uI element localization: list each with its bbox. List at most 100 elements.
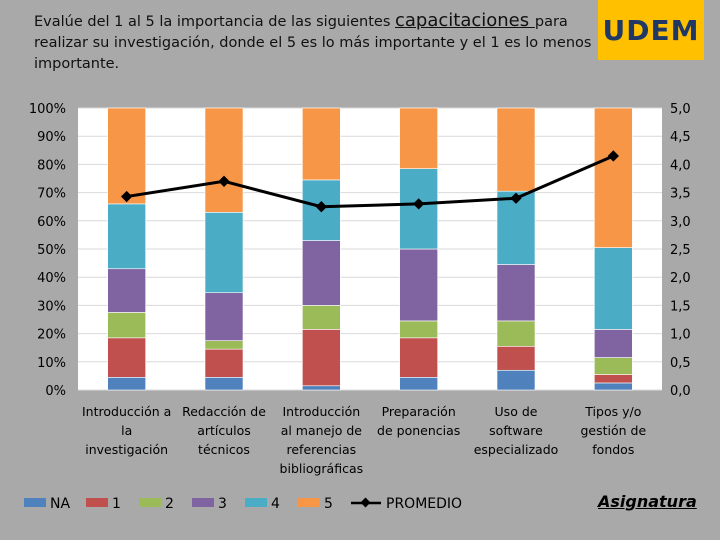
bar-segment bbox=[594, 357, 633, 375]
bar-segment bbox=[302, 107, 341, 181]
bar-segment bbox=[594, 374, 633, 384]
bar-segment bbox=[496, 107, 536, 192]
y-right-tick-label: 0,5 bbox=[670, 356, 691, 371]
legend-label: 2 bbox=[165, 496, 174, 512]
category-label: Uso de bbox=[495, 404, 538, 419]
category-label: artículos bbox=[197, 423, 251, 438]
category-label: al manejo de bbox=[281, 423, 363, 438]
bar-segment bbox=[399, 377, 438, 391]
category-label: referencias bbox=[287, 442, 357, 457]
category-label: Preparación bbox=[382, 404, 456, 419]
legend-swatch bbox=[245, 498, 267, 507]
y-left-tick-label: 40% bbox=[37, 271, 66, 286]
category-label: Redacción de bbox=[182, 404, 266, 419]
legend-line-marker bbox=[360, 497, 371, 508]
bar-segment bbox=[594, 382, 633, 391]
y-left-tick-label: 30% bbox=[37, 299, 66, 314]
legend-label: 1 bbox=[112, 496, 121, 512]
y-right-tick-label: 3,0 bbox=[670, 215, 691, 230]
legend-swatch bbox=[86, 498, 108, 507]
title-part-2: para realizar su investigación, donde el… bbox=[34, 14, 592, 72]
logo-text: UDEM bbox=[602, 13, 700, 47]
bar-segment bbox=[204, 340, 244, 350]
bar-segment bbox=[594, 329, 633, 358]
asignatura-link[interactable]: Asignatura bbox=[598, 492, 697, 511]
bar-segment bbox=[399, 248, 438, 322]
bar-segment bbox=[399, 337, 438, 378]
legend-label: NA bbox=[50, 496, 70, 512]
y-left-tick-label: 0% bbox=[45, 384, 66, 399]
promedio-point bbox=[315, 201, 327, 213]
category-label: fondos bbox=[592, 442, 634, 457]
bar-segment bbox=[302, 385, 341, 391]
promedio-point bbox=[218, 175, 230, 187]
y-left-tick-label: 80% bbox=[37, 158, 66, 173]
legend-swatch bbox=[298, 498, 320, 507]
category-label: Tipos y/o bbox=[584, 404, 641, 419]
y-right-tick-label: 3,5 bbox=[670, 187, 691, 202]
promedio-line bbox=[126, 154, 614, 209]
category-label: técnicos bbox=[198, 442, 250, 457]
y-left-tick-label: 50% bbox=[37, 243, 66, 258]
bar-segment bbox=[302, 240, 341, 306]
y-right-tick-label: 1,0 bbox=[670, 328, 691, 343]
legend-swatch bbox=[139, 498, 161, 507]
title-emphasis: capacitaciones bbox=[395, 10, 535, 31]
bar-segment bbox=[204, 107, 244, 213]
y-right-tick-label: 4,0 bbox=[670, 158, 691, 173]
bar-segment bbox=[496, 264, 536, 322]
y-left-tick-label: 20% bbox=[37, 328, 66, 343]
promedio-point bbox=[413, 198, 425, 210]
bar-segment bbox=[107, 337, 146, 378]
y-left-tick-label: 100% bbox=[29, 102, 66, 117]
bar-segment bbox=[496, 345, 536, 371]
y-right-tick-label: 2,0 bbox=[670, 271, 691, 286]
bar-segment bbox=[302, 305, 341, 330]
title-part-1: Evalúe del 1 al 5 la importancia de las … bbox=[34, 14, 395, 30]
y-left-tick-label: 90% bbox=[37, 130, 66, 145]
bar-segment bbox=[594, 247, 633, 330]
y-left-tick-label: 10% bbox=[37, 356, 66, 371]
legend-label: PROMEDIO bbox=[386, 496, 462, 512]
legend-swatch bbox=[24, 498, 46, 507]
legend-label: 5 bbox=[324, 496, 333, 512]
y-right-tick-label: 5,0 bbox=[670, 102, 691, 117]
bar-segment bbox=[107, 377, 146, 391]
bar-segment bbox=[107, 268, 146, 313]
category-label: gestión de bbox=[580, 423, 646, 438]
udem-logo: UDEM bbox=[598, 0, 704, 60]
y-right-tick-label: 1,5 bbox=[670, 299, 691, 314]
legend-label: 4 bbox=[271, 496, 280, 512]
y-right-tick-label: 4,5 bbox=[670, 130, 691, 145]
y-left-tick-label: 70% bbox=[37, 187, 66, 202]
category-label: bibliográficas bbox=[280, 461, 364, 476]
bar-segment bbox=[496, 320, 536, 347]
category-label: de ponencias bbox=[377, 423, 460, 438]
category-label: software bbox=[489, 423, 543, 438]
promedio-point bbox=[510, 192, 522, 204]
bar-segment bbox=[399, 107, 438, 169]
category-label: especializado bbox=[474, 442, 559, 457]
y-right-tick-label: 0,0 bbox=[670, 384, 691, 399]
bar-segment bbox=[204, 348, 244, 378]
bar-segment bbox=[204, 212, 244, 294]
bar-segment bbox=[107, 312, 146, 339]
bar-segment bbox=[496, 369, 536, 391]
bar-segment bbox=[107, 203, 146, 270]
legend-swatch bbox=[192, 498, 214, 507]
category-label: la bbox=[121, 423, 132, 438]
category-label: investigación bbox=[85, 442, 168, 457]
bar-segment bbox=[204, 377, 244, 391]
bar-segment bbox=[302, 329, 341, 387]
bar-segment bbox=[204, 292, 244, 341]
category-label: Introducción bbox=[282, 404, 360, 419]
legend-label: 3 bbox=[218, 496, 227, 512]
category-label: Introducción a bbox=[82, 404, 171, 419]
bar-segment bbox=[107, 107, 146, 205]
bar-segment bbox=[594, 107, 633, 248]
y-right-tick-label: 2,5 bbox=[670, 243, 691, 258]
chart-title: Evalúe del 1 al 5 la importancia de las … bbox=[34, 10, 594, 75]
y-left-tick-label: 60% bbox=[37, 215, 66, 230]
bar-segment bbox=[399, 320, 438, 339]
